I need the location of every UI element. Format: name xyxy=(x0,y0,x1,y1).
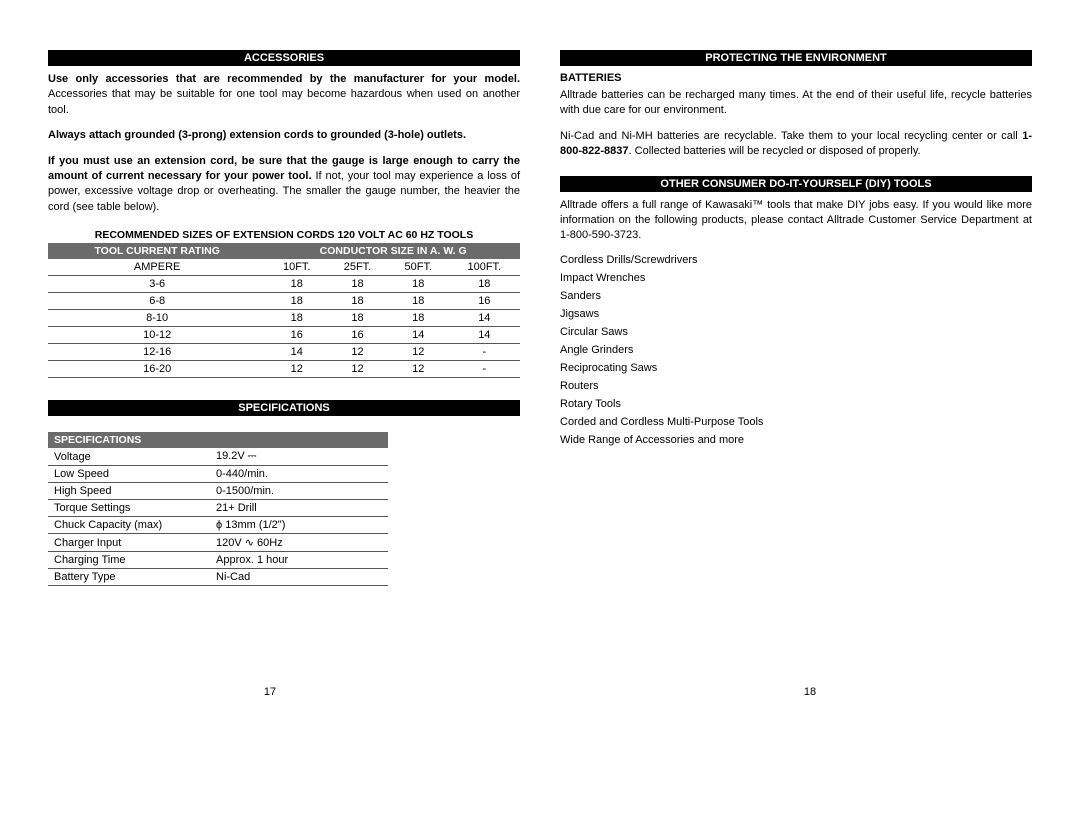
ext-cell: 18 xyxy=(327,293,388,310)
tool-item: Rotary Tools xyxy=(560,398,1032,410)
ext-cell: 18 xyxy=(327,276,388,293)
page-numbers: 17 18 xyxy=(0,686,1080,698)
ext-cord-table: TOOL CURRENT RATING CONDUCTOR SIZE IN A.… xyxy=(48,243,520,378)
tool-item: Circular Saws xyxy=(560,326,1032,338)
env-p2: Ni-Cad and Ni-MH batteries are recyclabl… xyxy=(560,129,1032,160)
spec-table: SPECIFICATIONS Voltage19.2V ⎓Low Speed0-… xyxy=(48,432,388,586)
ext-cell: 14 xyxy=(449,327,520,344)
ext-cell: 18 xyxy=(388,310,449,327)
accessories-header: ACCESSORIES xyxy=(48,50,520,66)
ext-cell: 8-10 xyxy=(48,310,266,327)
ext-cell: 12 xyxy=(388,361,449,378)
ext-cell: 14 xyxy=(449,310,520,327)
spec-header: SPECIFICATIONS xyxy=(48,400,520,416)
spec-label: Charging Time xyxy=(48,552,210,569)
p1-rest: Accessories that may be suitable for one… xyxy=(48,88,520,115)
ext-col-header: AMPERE xyxy=(48,259,266,276)
spec-value: Ni-Cad xyxy=(210,569,388,586)
batteries-title: BATTERIES xyxy=(560,72,1032,84)
page-num-right: 18 xyxy=(804,686,816,698)
tool-list: Cordless Drills/Screwdrivers Impact Wrenc… xyxy=(560,254,1032,446)
right-column: PROTECTING THE ENVIRONMENT BATTERIES All… xyxy=(560,50,1032,586)
spec-value: ϕ 13mm (1/2") xyxy=(210,517,388,534)
ext-cell: 12-16 xyxy=(48,344,266,361)
accessories-p1: Use only accessories that are recommende… xyxy=(48,72,520,118)
spec-value: 120V ∿ 60Hz xyxy=(210,534,388,552)
spec-label: Low Speed xyxy=(48,466,210,483)
spec-sub: SPECIFICATIONS xyxy=(48,432,388,448)
spec-label: Charger Input xyxy=(48,534,210,552)
tool-item: Corded and Cordless Multi-Purpose Tools xyxy=(560,416,1032,428)
ext-cell: - xyxy=(449,344,520,361)
ext-cell: 18 xyxy=(388,276,449,293)
ext-cell: 10-12 xyxy=(48,327,266,344)
env-p1: Alltrade batteries can be recharged many… xyxy=(560,88,1032,119)
tool-item: Routers xyxy=(560,380,1032,392)
ext-cell: 16 xyxy=(266,327,327,344)
tool-item: Cordless Drills/Screwdrivers xyxy=(560,254,1032,266)
ext-cell: 18 xyxy=(388,293,449,310)
env-p2b: . Collected batteries will be recycled o… xyxy=(629,145,921,157)
accessories-p3: If you must use an extension cord, be su… xyxy=(48,154,520,216)
ext-cell: 3-6 xyxy=(48,276,266,293)
spec-label: Battery Type xyxy=(48,569,210,586)
diy-header: OTHER CONSUMER DO-IT-YOURSELF (DIY) TOOL… xyxy=(560,176,1032,192)
ext-cord-title: RECOMMENDED SIZES OF EXTENSION CORDS 120… xyxy=(48,229,520,241)
ext-head-left: TOOL CURRENT RATING xyxy=(48,243,266,259)
ext-cell: 12 xyxy=(388,344,449,361)
spec-label: Voltage xyxy=(48,448,210,466)
ext-cell: 12 xyxy=(327,361,388,378)
ext-cell: - xyxy=(449,361,520,378)
ext-cell: 18 xyxy=(266,293,327,310)
tool-item: Impact Wrenches xyxy=(560,272,1032,284)
ext-cell: 16-20 xyxy=(48,361,266,378)
spec-label: Torque Settings xyxy=(48,500,210,517)
spec-label: Chuck Capacity (max) xyxy=(48,517,210,534)
ext-cell: 18 xyxy=(327,310,388,327)
ext-col-header: 50FT. xyxy=(388,259,449,276)
env-p2a: Ni-Cad and Ni-MH batteries are recyclabl… xyxy=(560,130,1022,142)
spec-label: High Speed xyxy=(48,483,210,500)
ext-cell: 14 xyxy=(266,344,327,361)
ext-cell: 18 xyxy=(266,310,327,327)
ext-col-header: 100FT. xyxy=(449,259,520,276)
diy-intro: Alltrade offers a full range of Kawasaki… xyxy=(560,198,1032,244)
spec-value: 0-1500/min. xyxy=(210,483,388,500)
tool-item: Wide Range of Accessories and more xyxy=(560,434,1032,446)
env-header: PROTECTING THE ENVIRONMENT xyxy=(560,50,1032,66)
spec-value: Approx. 1 hour xyxy=(210,552,388,569)
page-num-left: 17 xyxy=(264,686,276,698)
p1-bold: Use only accessories that are recommende… xyxy=(48,73,520,85)
spec-value: 0-440/min. xyxy=(210,466,388,483)
tool-item: Reciprocating Saws xyxy=(560,362,1032,374)
ext-cell: 18 xyxy=(266,276,327,293)
ext-cell: 16 xyxy=(327,327,388,344)
ext-cell: 6-8 xyxy=(48,293,266,310)
left-column: ACCESSORIES Use only accessories that ar… xyxy=(48,50,520,586)
tool-item: Jigsaws xyxy=(560,308,1032,320)
tool-item: Sanders xyxy=(560,290,1032,302)
ext-col-header: 10FT. xyxy=(266,259,327,276)
ext-cell: 14 xyxy=(388,327,449,344)
ext-head-right: CONDUCTOR SIZE IN A. W. G xyxy=(266,243,520,259)
spec-value: 21+ Drill xyxy=(210,500,388,517)
accessories-p2: Always attach grounded (3-prong) extensi… xyxy=(48,128,520,143)
tool-item: Angle Grinders xyxy=(560,344,1032,356)
ext-col-header: 25FT. xyxy=(327,259,388,276)
ext-cell: 18 xyxy=(449,276,520,293)
ext-cell: 12 xyxy=(327,344,388,361)
ext-cell: 16 xyxy=(449,293,520,310)
ext-cell: 12 xyxy=(266,361,327,378)
spec-value: 19.2V ⎓ xyxy=(210,448,388,466)
